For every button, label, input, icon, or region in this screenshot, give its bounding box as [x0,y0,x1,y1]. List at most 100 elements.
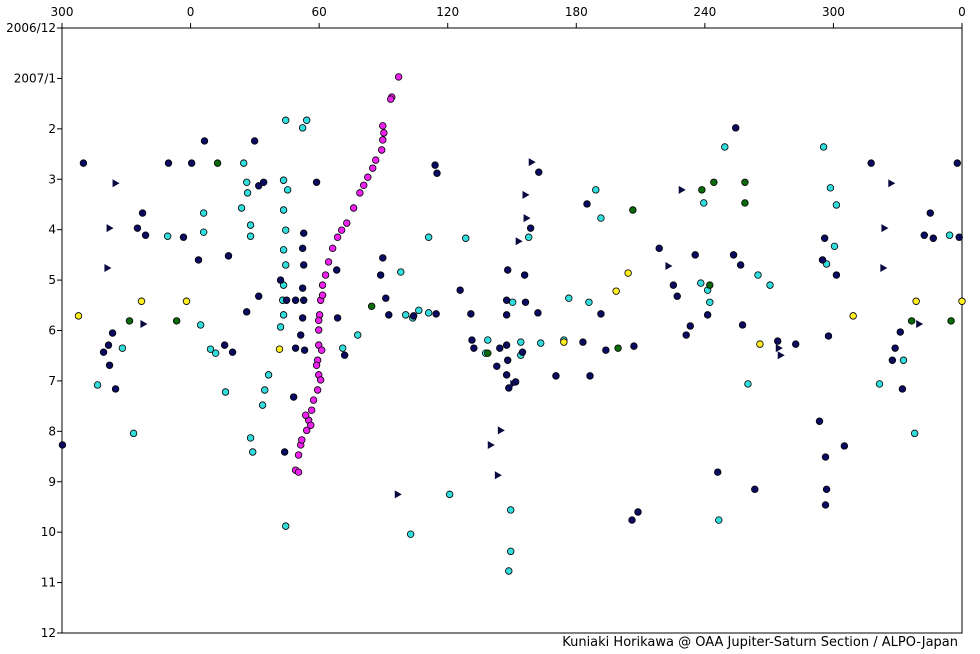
point [303,116,311,124]
point [321,271,330,279]
point [307,421,315,429]
point [309,396,318,404]
point [821,501,830,509]
point [468,336,476,344]
point [133,224,142,232]
triangle-point [665,261,673,270]
point [729,251,738,259]
point [199,228,208,236]
point [624,269,632,277]
point [792,340,800,348]
point [824,332,833,340]
point [467,310,475,318]
point [534,309,542,317]
point [910,429,919,438]
point [714,468,722,476]
point [630,342,638,350]
point [669,281,678,289]
point [313,386,322,394]
point [243,308,251,316]
y-tick-label: 12 [41,626,56,640]
point [315,316,323,325]
point [291,296,300,304]
point [328,244,337,253]
point [518,348,527,356]
point [282,116,290,124]
point [312,178,321,186]
point [875,380,884,388]
point [379,122,387,130]
point [264,371,273,379]
point [312,361,321,369]
point [300,261,308,269]
point [433,169,441,177]
point [318,346,326,354]
point [502,341,511,349]
point [597,214,605,222]
point [138,209,147,217]
point [849,312,857,320]
point [955,233,963,241]
point [602,346,610,354]
point [387,95,395,103]
x-tick-label: 0 [958,5,966,19]
point [896,328,904,336]
point [424,233,433,241]
point [93,381,102,389]
point [821,453,830,461]
point [744,380,752,388]
point [316,376,325,384]
point [818,256,827,264]
y-tick-label: 7 [48,374,56,388]
point [279,206,288,214]
point [129,429,138,438]
point [300,346,309,354]
point [294,451,303,459]
point [221,388,230,396]
point [333,314,342,322]
point [315,326,323,334]
point [179,233,188,241]
point [673,292,681,300]
point [243,189,252,197]
point [456,286,464,294]
triangle-point [394,490,402,499]
point [163,232,172,240]
triangle-point [522,190,530,199]
point [397,268,405,276]
point [298,436,306,444]
x-tick-label: 60 [312,5,327,19]
point [710,178,718,186]
point [830,242,839,251]
point [929,234,937,242]
y-tick-label: 5 [48,273,56,287]
point [706,281,714,289]
point [507,506,515,514]
point [349,204,358,212]
point [289,393,298,401]
point [496,344,504,352]
triangle-point [497,426,505,435]
point [343,219,351,227]
point [369,164,377,172]
x-tick-label: 120 [436,5,459,19]
point [585,298,593,306]
point [686,322,694,330]
point [754,271,762,279]
point [766,281,774,289]
point [706,298,714,306]
point [291,344,300,352]
x-tick-label: 300 [822,5,845,19]
x-tick-label: 240 [693,5,716,19]
point [246,232,255,240]
point [700,199,708,207]
point [953,159,961,167]
point [307,406,316,414]
point [141,231,150,239]
point [279,176,288,184]
point [822,485,831,494]
point [283,186,292,194]
point [240,159,248,167]
point [250,137,259,145]
